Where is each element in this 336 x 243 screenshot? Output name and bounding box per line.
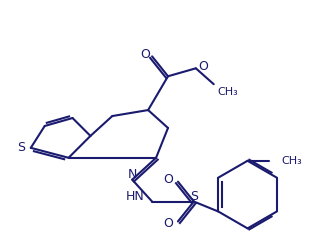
Text: O: O [163,173,173,186]
Text: O: O [198,60,208,73]
Text: HN: HN [125,190,144,203]
Text: CH₃: CH₃ [281,156,302,166]
Text: O: O [163,217,173,230]
Text: S: S [17,141,25,154]
Text: CH₃: CH₃ [218,87,239,97]
Text: S: S [190,190,198,203]
Text: O: O [140,48,150,61]
Text: N: N [128,168,137,181]
